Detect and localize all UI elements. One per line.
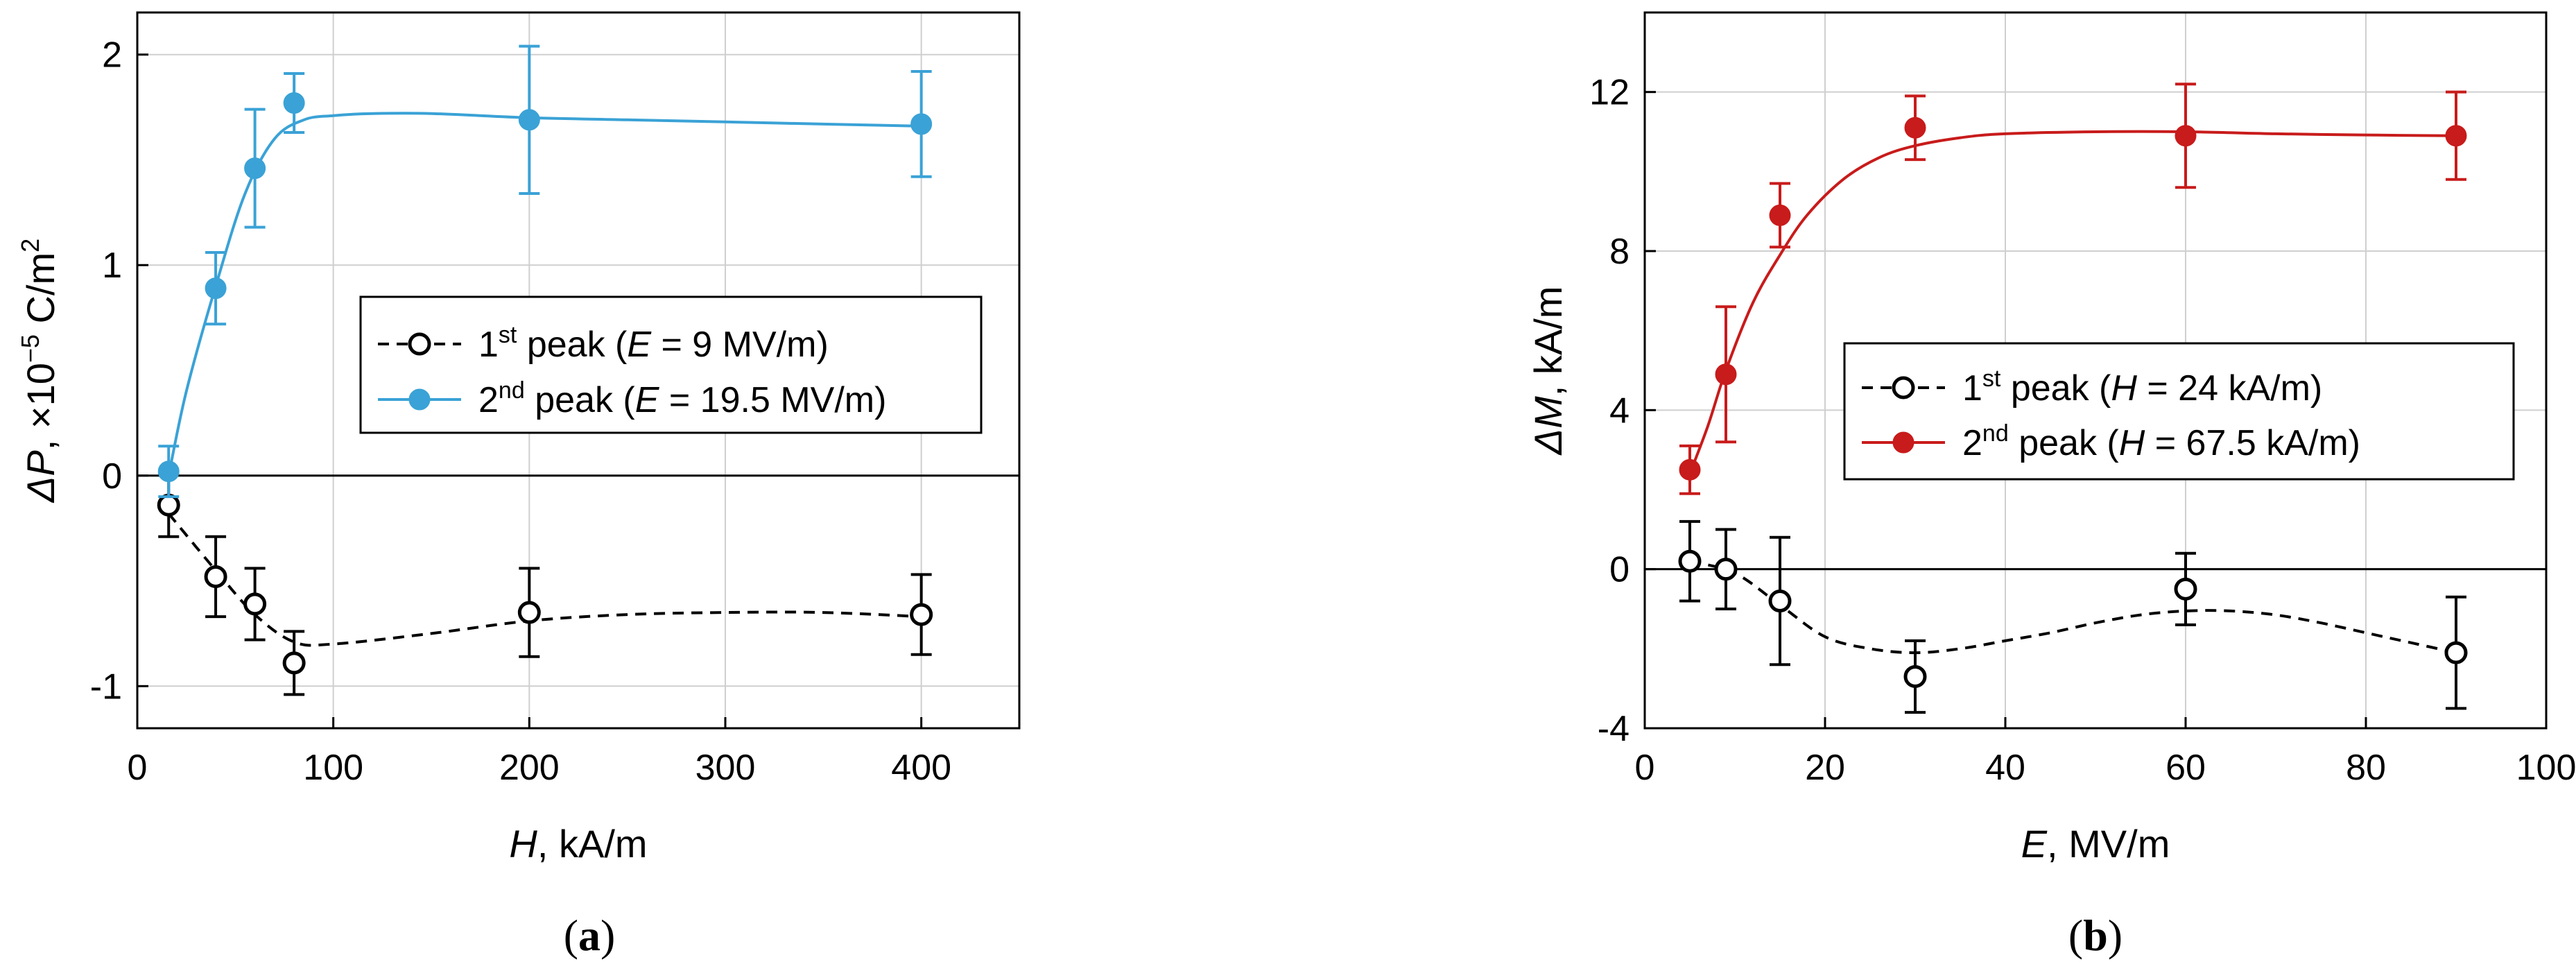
x-tick-label: 400 [891, 748, 951, 788]
data-point [243, 592, 267, 616]
legend-label-2: 2nd peak (E = 19.5 MV/m) [478, 377, 886, 420]
data-point [283, 92, 305, 114]
y-tick-label: 0 [1609, 550, 1630, 590]
y-tick-label: 12 [1589, 73, 1630, 113]
x-tick-label: 0 [128, 748, 148, 788]
y-tick-label: 1 [102, 246, 122, 286]
y-tick-label: 2 [102, 35, 122, 76]
legend-box [1843, 342, 2515, 481]
x-tick-label: 80 [2346, 748, 2386, 788]
y-tick-label: -4 [1598, 709, 1630, 749]
y-axis-label: ΔP, ×10−5 C/m2 [16, 239, 62, 504]
data-point [1904, 117, 1926, 139]
x-tick-label: 100 [2516, 748, 2576, 788]
x-tick-label: 300 [695, 748, 756, 788]
legend-marker-1 [1892, 376, 1915, 399]
data-point [1714, 558, 1738, 581]
data-point [1903, 664, 1927, 688]
legend-label-1: 1st peak (E = 9 MV/m) [478, 322, 829, 365]
x-tick-label: 0 [1635, 748, 1655, 788]
x-tick-label: 20 [1805, 748, 1845, 788]
data-point [1679, 458, 1701, 481]
data-point [1768, 590, 1792, 613]
data-point [518, 109, 540, 131]
y-axis-label: ΔM, kA/m [1526, 286, 1570, 456]
legend: 1st peak (E = 9 MV/m) 2nd peak (E = 19.5 … [359, 295, 983, 434]
y-tick-label: -1 [90, 667, 122, 707]
series-1-fit-line [167, 513, 922, 647]
x-axis-label: H, kA/m [509, 822, 647, 866]
x-tick-label: 40 [1985, 748, 2025, 788]
data-point [244, 157, 266, 180]
series-1-fit-line [1689, 560, 2457, 655]
legend: 1st peak (H = 24 kA/m) 2nd peak (H = 67.5… [1843, 342, 2515, 481]
x-tick-label: 60 [2166, 748, 2206, 788]
plot-frame [136, 11, 1021, 730]
y-tick-label: 4 [1609, 390, 1630, 431]
series-2-group [157, 44, 933, 499]
legend-label-2: 2nd peak (H = 67.5 kA/m) [1962, 420, 2360, 463]
data-point [910, 603, 933, 626]
data-point [2174, 577, 2197, 601]
chart-panel-a: 0 100 200 300 400 -1 0 1 2 H, kA/m ΔP, ×10−5 C/m2 1… [16, 11, 1021, 960]
legend-box [359, 295, 983, 434]
data-point [2444, 641, 2468, 664]
y-tick-label: 8 [1609, 232, 1630, 272]
data-point [157, 461, 180, 483]
data-point [2445, 125, 2467, 147]
panel-label: (b) [2068, 911, 2123, 960]
x-tick-label: 100 [303, 748, 363, 788]
series-1-group [157, 472, 933, 696]
data-point [204, 565, 227, 588]
data-point [2175, 125, 2197, 147]
series-1-group [1678, 519, 2468, 714]
data-point [1678, 549, 1702, 573]
legend-label-1: 1st peak (H = 24 kA/m) [1962, 366, 2322, 409]
data-point [282, 651, 306, 675]
y-tick-label: 0 [102, 456, 122, 497]
legend-marker-2 [1892, 431, 1914, 454]
data-point [1769, 204, 1791, 226]
data-point [910, 113, 933, 135]
legend-marker-1 [408, 332, 431, 356]
data-point [1715, 363, 1737, 386]
legend-marker-2 [408, 388, 431, 411]
data-point [157, 493, 180, 517]
plot-frame [1643, 11, 2548, 730]
x-axis-label: E, MV/m [2021, 822, 2170, 866]
series-2-fit-line [1688, 130, 2457, 474]
panel-label: (a) [564, 911, 616, 960]
series-2-group [1679, 83, 2467, 495]
data-point [517, 601, 541, 624]
x-tick-label: 200 [499, 748, 560, 788]
data-point [205, 277, 227, 300]
